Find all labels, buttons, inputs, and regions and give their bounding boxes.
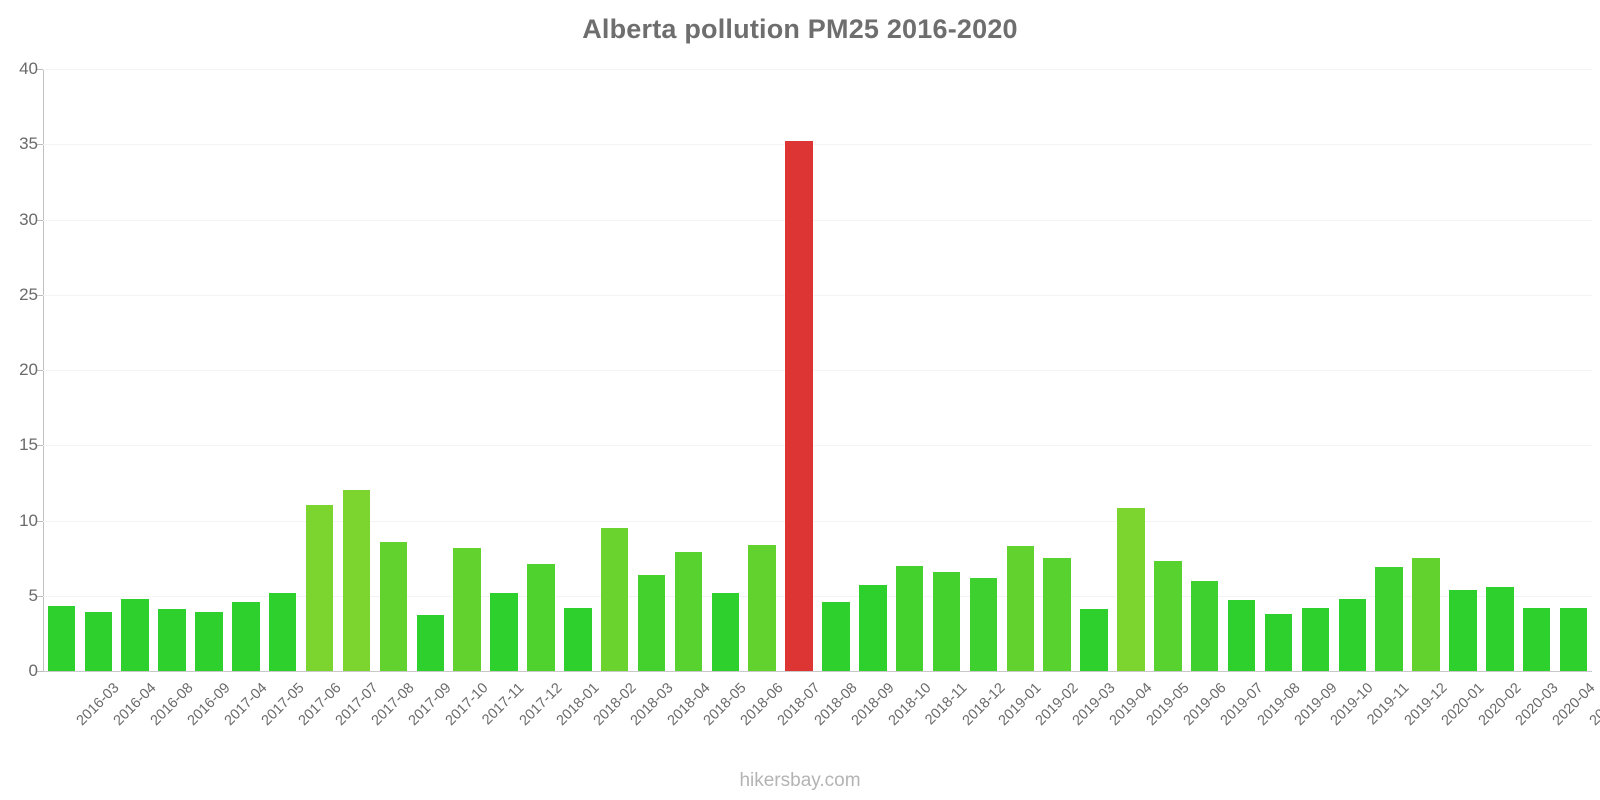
bar[interactable] xyxy=(785,141,813,671)
bar[interactable] xyxy=(969,577,998,671)
bar[interactable] xyxy=(1227,600,1256,671)
y-tick-mark-20 xyxy=(37,370,43,371)
bar[interactable] xyxy=(1080,609,1108,671)
gridline-5 xyxy=(43,595,1592,597)
gridline-40 xyxy=(43,69,1592,70)
y-tick-mark-30 xyxy=(37,219,43,221)
bar[interactable] xyxy=(84,612,113,671)
bar[interactable] xyxy=(711,592,740,671)
bar[interactable] xyxy=(416,615,444,671)
bar[interactable] xyxy=(195,612,223,671)
y-tick-mark-10 xyxy=(37,520,43,522)
y-tick-label-40: 40 xyxy=(19,59,38,78)
y-tick-label-35: 35 xyxy=(19,134,38,154)
gridline-30 xyxy=(43,219,1592,221)
y-tick-mark-35 xyxy=(37,144,43,146)
y-tick-label-10: 10 xyxy=(19,510,38,530)
bar[interactable] xyxy=(158,609,186,671)
bar[interactable] xyxy=(859,585,887,671)
x-axis-tick-labels: 2016-03 2016-04 2016-08 2016-09 2017-04 2017-… xyxy=(43,672,1600,772)
bar[interactable] xyxy=(305,505,334,671)
y-tick-mark-5 xyxy=(37,595,43,597)
chart-title: Alberta pollution PM25 2016-2020 xyxy=(582,14,1018,44)
bar[interactable] xyxy=(1559,607,1588,671)
bar[interactable] xyxy=(674,552,703,671)
bar[interactable] xyxy=(822,601,850,671)
bar[interactable] xyxy=(1043,558,1071,671)
y-tick-label-20: 20 xyxy=(19,360,38,379)
bar[interactable] xyxy=(637,574,666,671)
bar[interactable] xyxy=(1117,508,1145,671)
gridline-10 xyxy=(43,520,1592,522)
y-tick-label-25: 25 xyxy=(19,284,38,304)
bar[interactable] xyxy=(47,606,76,671)
bar[interactable] xyxy=(748,544,776,671)
bar[interactable] xyxy=(268,592,297,671)
y-tick-label-5: 5 xyxy=(28,585,38,605)
gridline-20 xyxy=(43,370,1592,371)
bar[interactable] xyxy=(1412,558,1440,671)
bars-layer xyxy=(43,69,1592,671)
bar[interactable] xyxy=(121,598,149,671)
y-tick-mark-40 xyxy=(37,69,43,70)
bar[interactable] xyxy=(932,571,961,671)
source-credit: hikersbay.com xyxy=(739,770,861,791)
y-tick-mark-15 xyxy=(37,445,43,447)
y-tick-label-30: 30 xyxy=(19,209,38,229)
y-tick-label-0: 0 xyxy=(28,661,38,680)
bar[interactable] xyxy=(1375,567,1403,671)
y-tick-mark-0 xyxy=(37,671,43,672)
bar[interactable] xyxy=(895,565,924,671)
gridline-25 xyxy=(43,294,1592,296)
bar[interactable] xyxy=(490,592,518,671)
y-tick-label-15: 15 xyxy=(19,435,38,455)
bar[interactable] xyxy=(1486,586,1514,671)
plot-area xyxy=(37,69,1592,672)
bar[interactable] xyxy=(527,564,555,671)
bar[interactable] xyxy=(564,607,592,671)
gridline-0 xyxy=(43,671,1592,672)
bar[interactable] xyxy=(1191,580,1219,671)
bar[interactable] xyxy=(1154,561,1182,671)
bar[interactable] xyxy=(1264,613,1293,671)
bar[interactable] xyxy=(379,541,408,671)
bar[interactable] xyxy=(1301,607,1330,671)
bar[interactable] xyxy=(1449,589,1477,671)
bar[interactable] xyxy=(1338,598,1366,671)
gridline-35 xyxy=(43,144,1592,146)
gridline-15 xyxy=(43,445,1592,447)
bar[interactable] xyxy=(1522,607,1551,671)
bar[interactable] xyxy=(453,547,481,671)
bar[interactable] xyxy=(600,528,629,671)
bar[interactable] xyxy=(1006,546,1035,671)
y-tick-mark-25 xyxy=(37,294,43,296)
bar[interactable] xyxy=(342,490,371,671)
bar[interactable] xyxy=(232,601,260,671)
